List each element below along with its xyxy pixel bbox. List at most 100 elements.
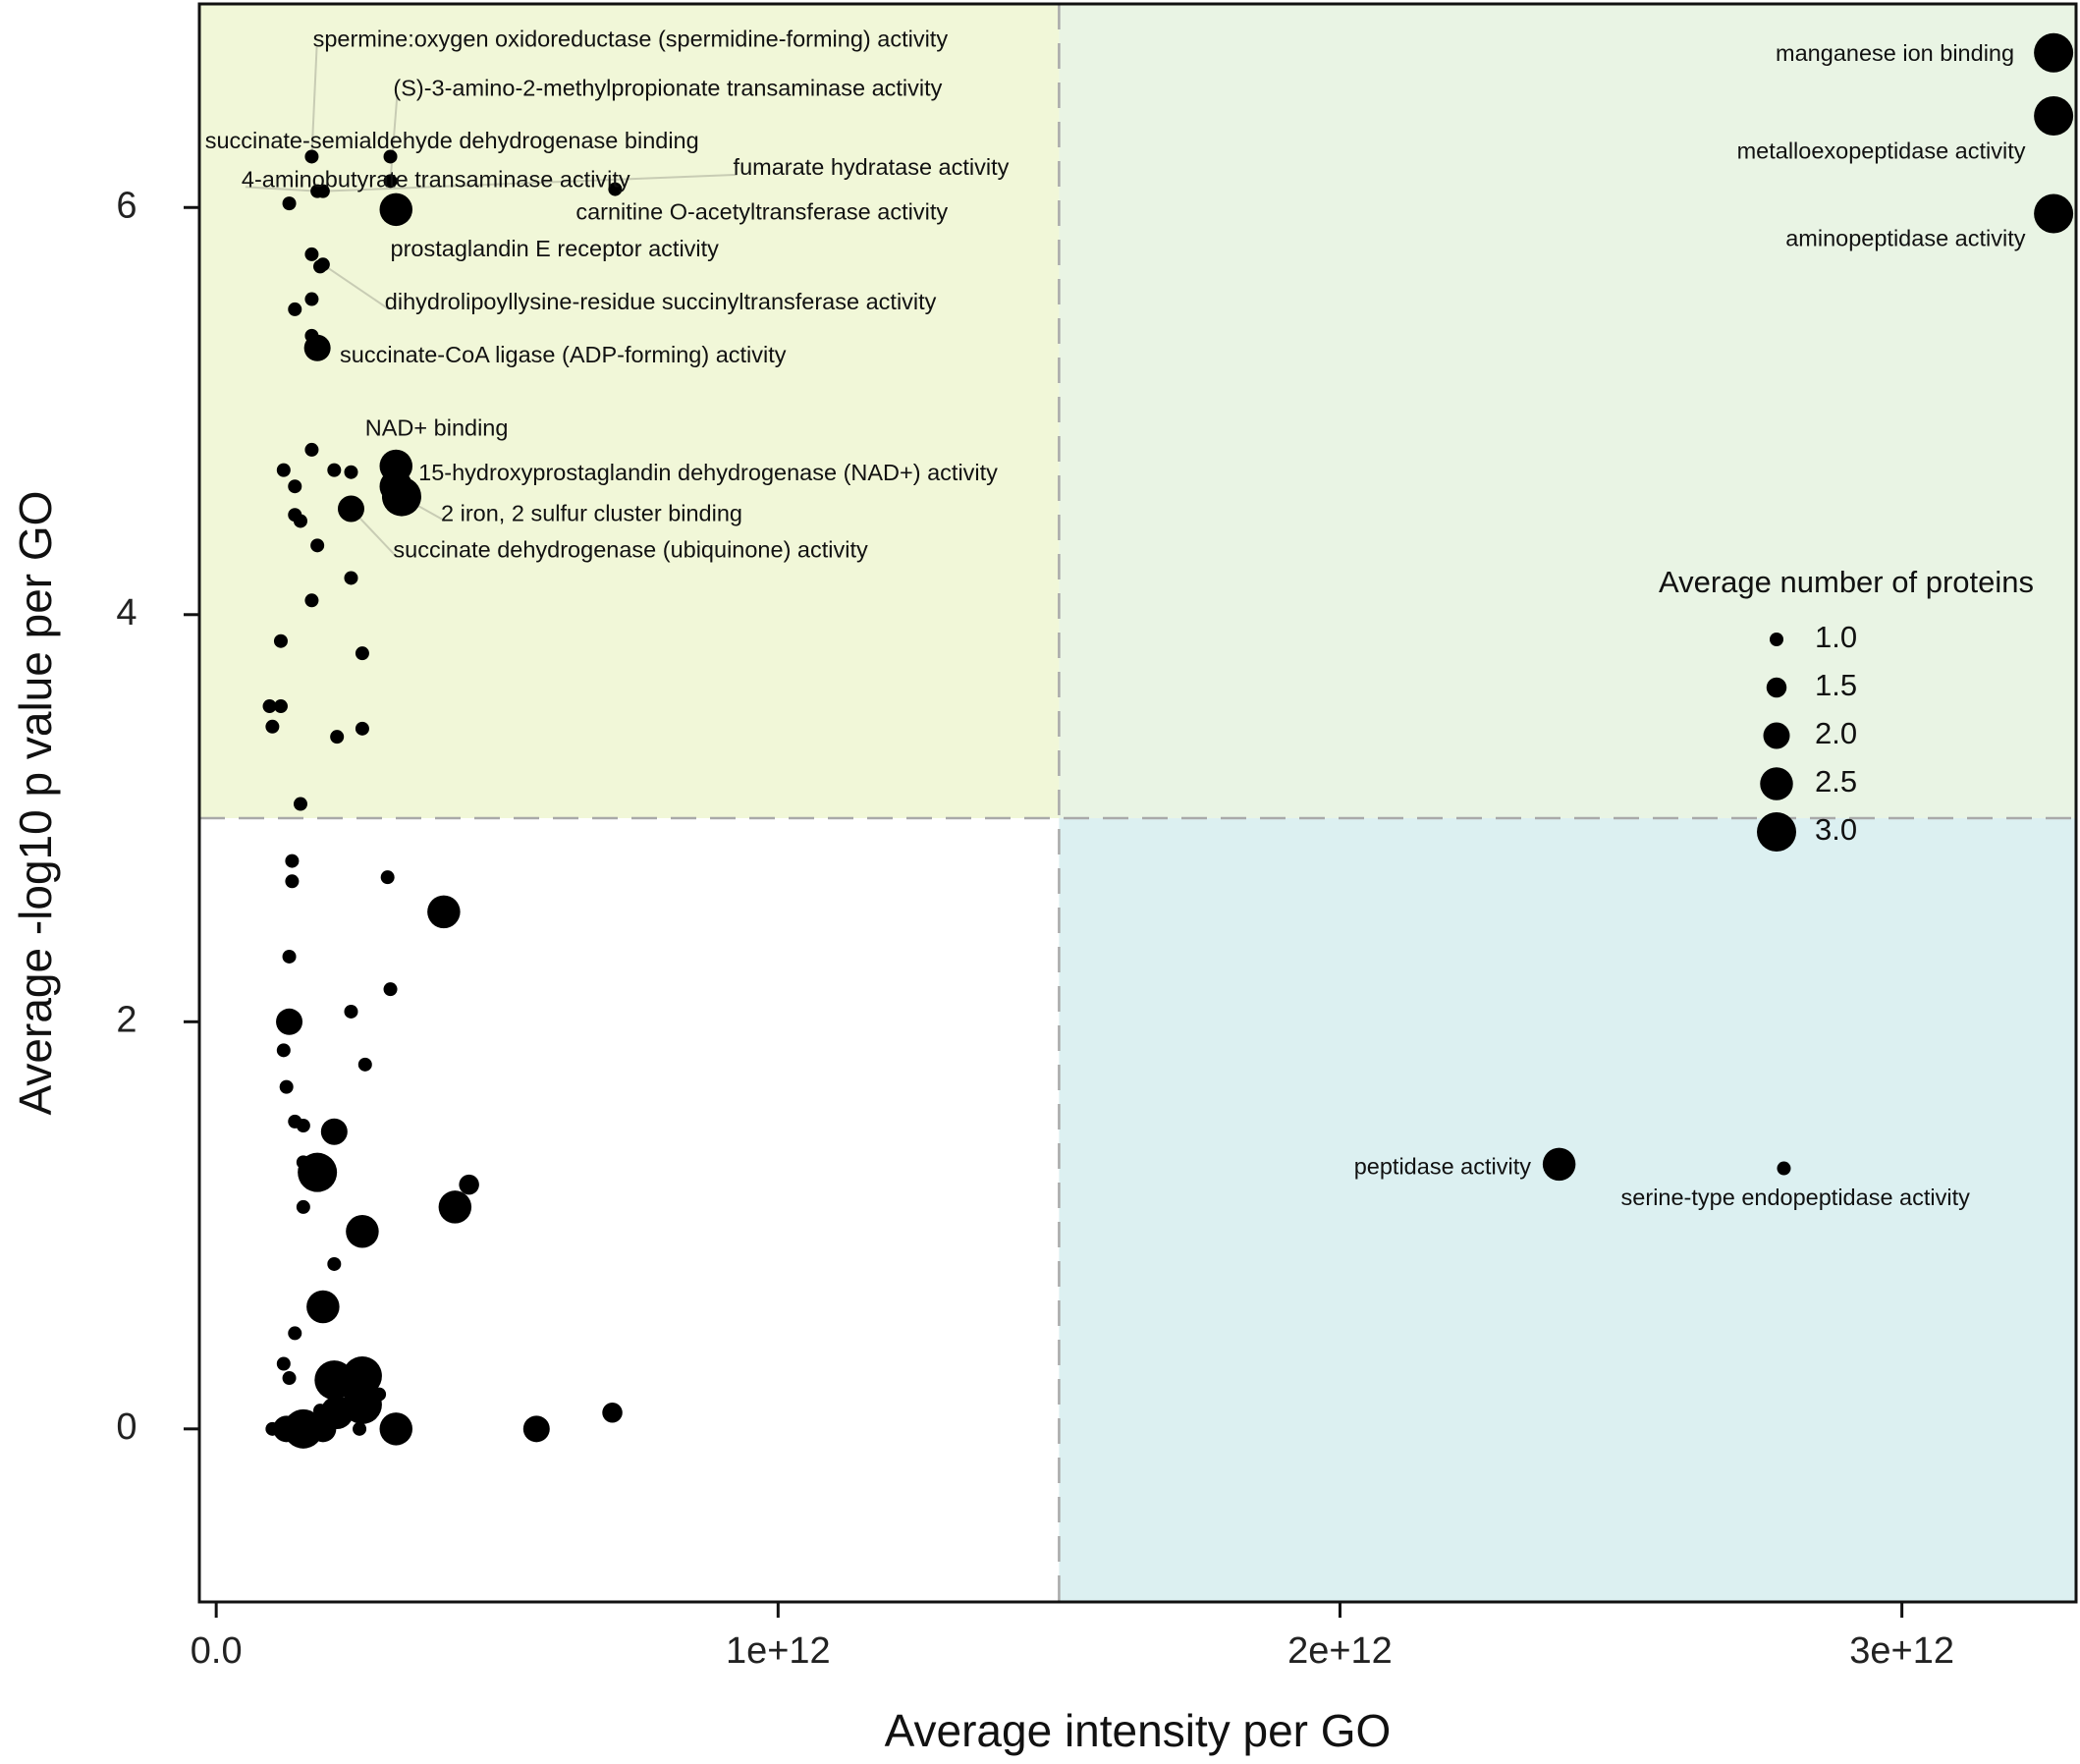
data-point: [293, 797, 307, 811]
point-label: dihydrolipoyllysine-residue succinyltran…: [385, 289, 937, 314]
data-point: [320, 1118, 348, 1145]
data-point: [346, 1215, 379, 1248]
data-point: [355, 721, 369, 736]
legend-swatch: [1760, 767, 1793, 800]
quadrant-top-left: [199, 4, 1060, 819]
point-label: spermine:oxygen oxidoreductase (spermidi…: [313, 27, 949, 52]
data-point: [304, 442, 319, 457]
labeled-data-point: [2034, 95, 2074, 136]
labeled-data-point: [608, 182, 623, 196]
labeled-data-point: [304, 149, 319, 164]
legend-swatch: [1763, 722, 1790, 749]
data-point: [283, 1408, 323, 1449]
quadrant-top-right: [1059, 4, 2076, 819]
data-point: [276, 1008, 303, 1035]
data-point: [288, 1326, 302, 1341]
leader-line: [245, 186, 318, 193]
legend-label: 1.5: [1815, 668, 1857, 702]
data-point: [282, 1371, 297, 1386]
data-point: [273, 634, 288, 648]
data-point: [602, 1402, 623, 1423]
point-label: succinate-CoA ligase (ADP-forming) activ…: [340, 342, 787, 367]
x-axis-title: Average intensity per GO: [885, 1705, 1392, 1756]
leader-line: [322, 173, 738, 193]
data-point: [285, 854, 300, 868]
labeled-data-point: [2034, 32, 2074, 73]
point-label: fumarate hydratase activity: [734, 154, 1010, 180]
data-point: [296, 1199, 310, 1214]
data-point: [438, 1190, 472, 1224]
data-points: [262, 32, 2074, 1449]
data-point: [276, 463, 291, 477]
data-point: [353, 1421, 367, 1436]
point-label: prostaglandin E receptor activity: [391, 236, 720, 261]
quadrant-bottom-right: [1059, 818, 2076, 1602]
legend-swatch: [1757, 812, 1796, 852]
data-point: [276, 1043, 291, 1058]
legend-label: 2.0: [1815, 716, 1857, 750]
point-label: aminopeptidase activity: [1785, 226, 2026, 251]
data-point: [309, 1415, 337, 1443]
data-point: [383, 982, 398, 997]
data-point: [288, 479, 302, 494]
legend-swatch: [1770, 633, 1783, 646]
data-point: [310, 538, 325, 553]
point-label: (S)-3-amino-2-methylpropionate transamin…: [393, 75, 942, 100]
data-point: [293, 514, 307, 528]
quadrant-bottom-left: [199, 818, 1060, 1602]
labeled-data-point: [1542, 1147, 1576, 1182]
data-point: [344, 571, 358, 585]
data-point: [327, 1256, 342, 1271]
leader-line: [310, 46, 318, 157]
data-point: [522, 1415, 550, 1443]
data-point: [288, 302, 302, 316]
labeled-data-point: [383, 174, 398, 189]
point-label: metalloexopeptidase activity: [1737, 138, 2026, 164]
y-axis-title: Average -log10 p value per GO: [10, 491, 61, 1116]
legend-swatch: [1766, 677, 1787, 698]
x-tick-label: 3e+12: [1849, 1630, 1954, 1672]
data-point: [380, 870, 395, 885]
x-tick-label: 0.0: [191, 1630, 243, 1672]
data-point: [330, 730, 345, 744]
data-point: [282, 949, 297, 964]
data-point: [296, 1119, 310, 1133]
data-point: [344, 1004, 358, 1019]
point-label: peptidase activity: [1354, 1154, 1532, 1180]
y-tick-label: 4: [116, 592, 137, 634]
data-point: [327, 463, 342, 477]
legend-label: 1.0: [1815, 620, 1857, 654]
labeled-data-point: [1777, 1161, 1791, 1176]
y-tick-label: 2: [116, 999, 137, 1040]
data-point: [304, 593, 319, 608]
point-label: serine-type endopeptidase activity: [1621, 1185, 1971, 1210]
point-labels: spermine:oxygen oxidoreductase (spermidi…: [205, 27, 2026, 1210]
x-tick-label: 1e+12: [726, 1630, 831, 1672]
quadrant-backgrounds: [199, 4, 2076, 1602]
labeled-data-point: [315, 257, 330, 272]
data-point: [273, 699, 288, 714]
point-label: NAD+ binding: [365, 414, 509, 440]
y-tick-label: 6: [116, 185, 137, 226]
data-point: [298, 1152, 338, 1192]
x-tick-label: 2e+12: [1287, 1630, 1393, 1672]
data-point: [304, 292, 319, 306]
point-label: carnitine O-acetyltransferase activity: [575, 199, 948, 225]
point-label: manganese ion binding: [1776, 40, 2014, 66]
data-point: [427, 895, 461, 929]
leader-line: [322, 263, 390, 310]
data-point: [379, 1412, 413, 1446]
legend-label: 3.0: [1815, 812, 1857, 847]
point-label: succinate-semialdehyde dehydrogenase bin…: [205, 128, 699, 153]
point-label: 4-aminobutyrate transaminase activity: [242, 167, 630, 193]
threshold-lines: [199, 4, 2076, 1602]
x-axis-ticks: 0.0 1e+12 2e+12 3e+12: [191, 1602, 1954, 1672]
labeled-data-point: [315, 184, 330, 198]
legend-title: Average number of proteins: [1659, 565, 2034, 599]
data-point: [304, 247, 319, 261]
labeled-data-point: [303, 334, 331, 361]
labeled-data-point: [379, 193, 413, 227]
data-point: [265, 719, 280, 734]
point-label: 2 iron, 2 sulfur cluster binding: [441, 500, 742, 525]
